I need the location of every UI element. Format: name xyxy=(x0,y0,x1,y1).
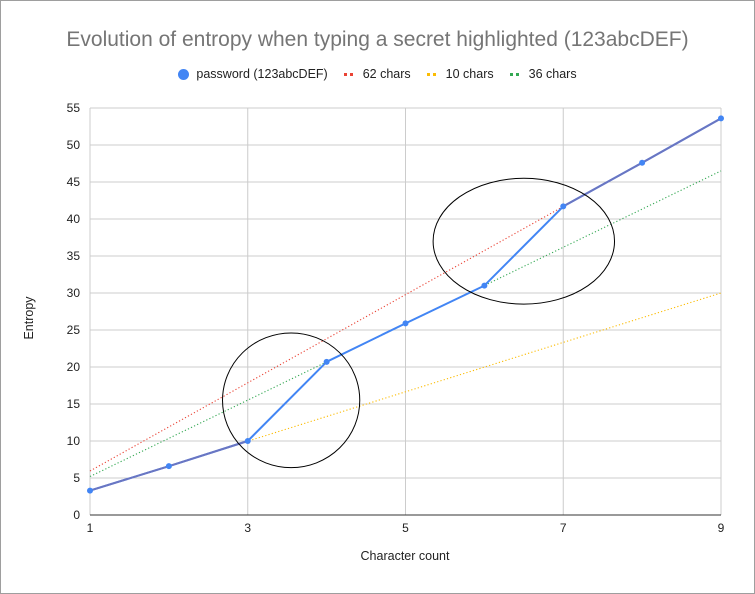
legend-marker-36 xyxy=(509,72,522,76)
x-tick-label: 7 xyxy=(560,521,567,535)
data-point xyxy=(87,487,93,494)
data-point xyxy=(718,115,724,122)
series-line-10-chars xyxy=(89,292,722,492)
y-tick-label: 20 xyxy=(67,360,81,374)
data-point xyxy=(402,320,409,327)
y-tick-label: 45 xyxy=(67,175,81,189)
data-point xyxy=(481,282,488,289)
legend-label-36: 36 chars xyxy=(528,67,577,81)
data-point xyxy=(639,159,646,166)
legend-marker-password xyxy=(178,68,190,80)
legend-label-62: 62 chars xyxy=(362,67,411,81)
data-point xyxy=(244,438,251,444)
chart-title: Evolution of entropy when typing a secre… xyxy=(66,28,689,51)
data-point xyxy=(165,463,172,470)
x-tick-label: 9 xyxy=(718,521,725,535)
chart-legend: password (123abcDEF) 62 chars 10 chars 3… xyxy=(0,67,755,81)
y-tick-label: 5 xyxy=(73,471,80,485)
legend-item-36: 36 chars xyxy=(509,67,577,81)
highlight-ellipse-2 xyxy=(432,177,616,305)
y-tick-label: 15 xyxy=(67,397,81,411)
y-tick-label: 35 xyxy=(67,249,81,263)
y-tick-label: 40 xyxy=(67,212,81,226)
y-tick-label: 50 xyxy=(67,138,81,152)
legend-marker-62 xyxy=(343,72,356,76)
x-tick-label: 5 xyxy=(402,521,409,535)
legend-item-10: 10 chars xyxy=(426,67,494,81)
highlight-ellipse-1 xyxy=(222,332,361,469)
y-tick-label: 55 xyxy=(67,101,81,115)
y-tick-label: 25 xyxy=(67,323,81,337)
x-tick-label: 1 xyxy=(87,521,94,535)
y-tick-label: 30 xyxy=(67,286,81,300)
data-point xyxy=(323,358,330,365)
legend-item-password: password (123abcDEF) xyxy=(178,67,328,81)
x-axis-label: Character count xyxy=(360,549,450,563)
legend-label-10: 10 chars xyxy=(445,67,494,81)
legend-label-password: password (123abcDEF) xyxy=(196,67,328,81)
legend-marker-10 xyxy=(426,72,439,76)
data-point xyxy=(560,203,567,210)
x-tick-label: 3 xyxy=(244,521,251,535)
y-tick-label: 10 xyxy=(67,434,81,448)
legend-item-62: 62 chars xyxy=(343,67,411,81)
y-tick-label: 0 xyxy=(73,508,80,522)
